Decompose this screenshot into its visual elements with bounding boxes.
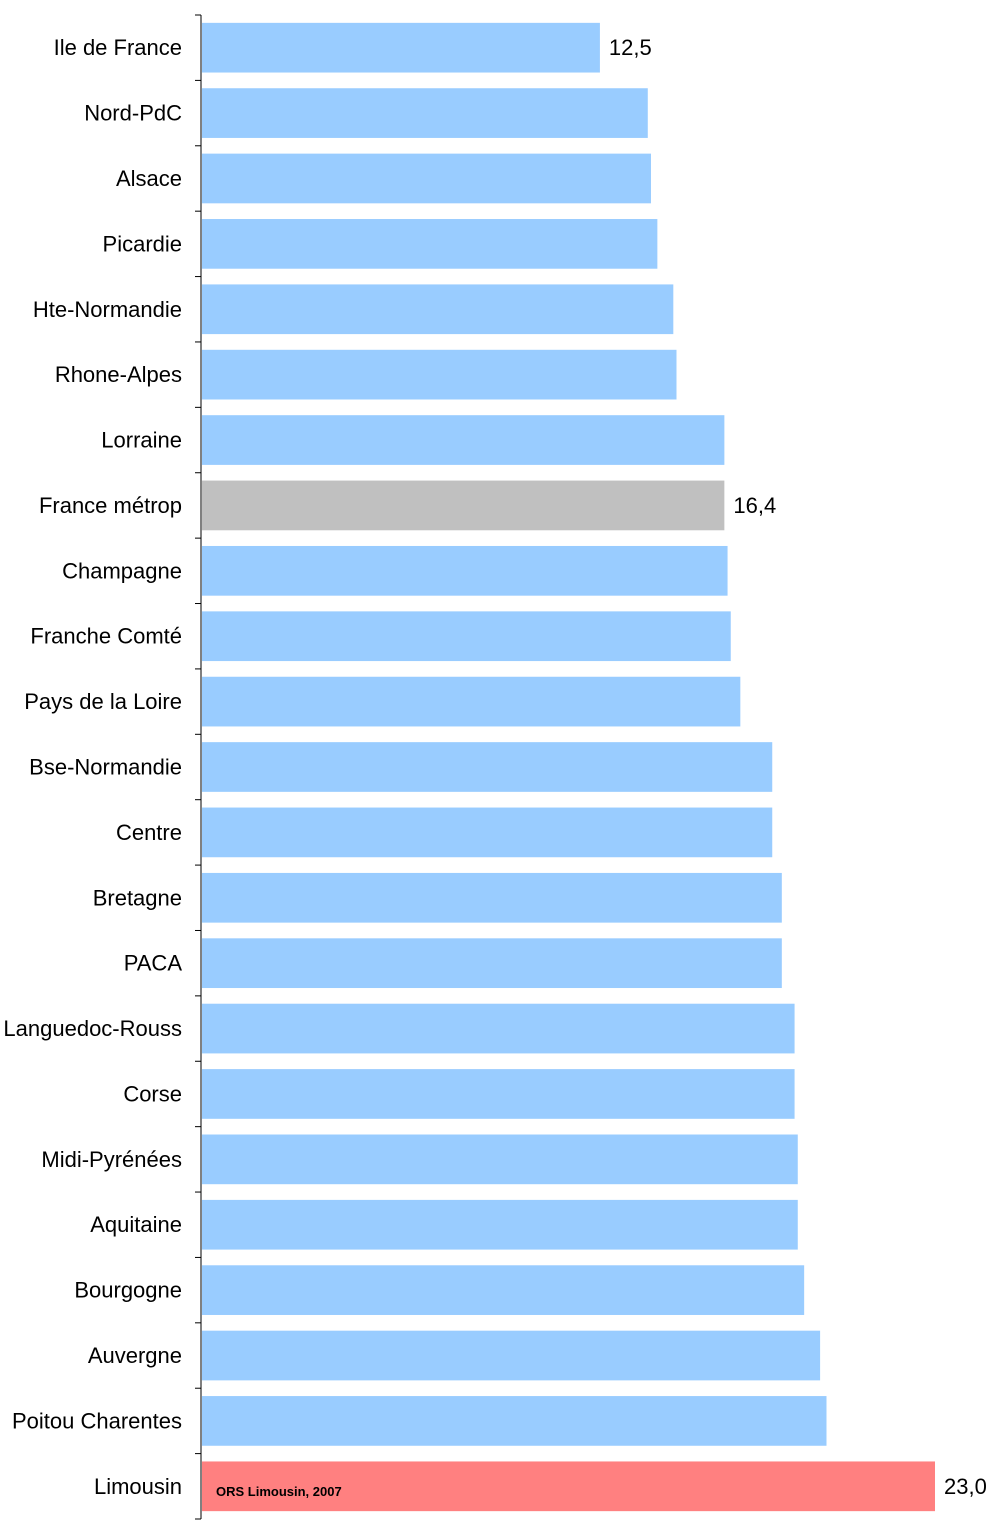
source-annotation: ORS Limousin, 2007: [216, 1484, 342, 1499]
category-label: Hte-Normandie: [33, 297, 182, 322]
bar: [202, 611, 731, 662]
category-label: Bourgogne: [74, 1278, 182, 1303]
bar: [202, 938, 782, 989]
category-label: Bse-Normandie: [29, 755, 182, 780]
value-label: 12,5: [609, 35, 652, 60]
category-label: Franche Comté: [30, 624, 182, 649]
category-label: Centre: [116, 820, 182, 845]
value-label: 16,4: [733, 493, 776, 518]
bar: [202, 872, 782, 923]
category-label: PACA: [124, 951, 183, 976]
category-label: Languedoc-Rouss: [3, 1016, 182, 1041]
category-label: France métrop: [39, 493, 182, 518]
category-label: Midi-Pyrénées: [41, 1147, 182, 1172]
category-label: Bretagne: [93, 885, 182, 910]
bar: [202, 807, 773, 858]
category-label: Champagne: [62, 558, 182, 583]
bar: [202, 1330, 821, 1381]
bar: [202, 219, 658, 269]
bar: [202, 88, 648, 138]
bar: [202, 415, 725, 465]
category-label: Limousin: [94, 1474, 182, 1499]
category-label: Ile de France: [54, 35, 182, 60]
category-label: Pays de la Loire: [24, 689, 182, 714]
bar: [202, 1461, 935, 1512]
bar: [202, 1134, 798, 1185]
bar: [202, 742, 773, 792]
category-labels: Ile de France Nord-PdC Alsace Picardie Hte-N…: [3, 35, 182, 1499]
category-label: Aquitaine: [90, 1212, 182, 1237]
bar: [202, 22, 600, 73]
category-label: Nord-PdC: [84, 101, 182, 126]
value-label: 23,0: [944, 1474, 987, 1499]
bar: [202, 1265, 805, 1315]
bar: [202, 480, 725, 531]
bar: [202, 349, 677, 400]
category-label: Alsace: [116, 166, 182, 191]
y-axis-ticks: [195, 14, 201, 1520]
category-label: Picardie: [103, 231, 182, 256]
category-label: Lorraine: [101, 428, 182, 453]
category-label: Rhone-Alpes: [55, 362, 182, 387]
category-label: Corse: [123, 1081, 182, 1106]
category-label: Poitou Charentes: [12, 1408, 182, 1433]
bar: [202, 1003, 795, 1054]
bar: [202, 1396, 827, 1446]
bar: [202, 676, 741, 727]
category-label: Auvergne: [88, 1343, 182, 1368]
bar: [202, 153, 651, 204]
bar: [202, 1069, 795, 1119]
bar: [202, 284, 674, 335]
bars-group: [202, 22, 935, 1512]
bar: [202, 1199, 798, 1250]
value-labels: 12,5 16,4 23,0: [609, 35, 987, 1499]
bar: [202, 545, 728, 596]
